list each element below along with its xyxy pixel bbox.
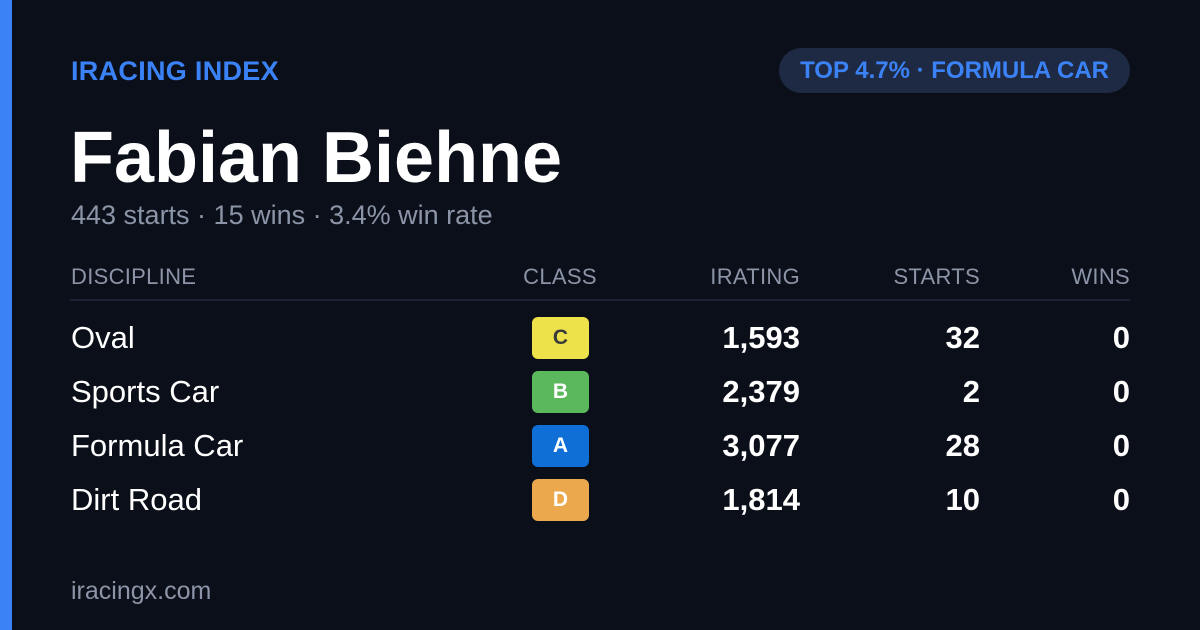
wins-value: 0 <box>1112 374 1130 409</box>
table-row: Formula Car A 3,077 28 0 <box>70 420 1130 474</box>
starts-value: 2 <box>962 374 980 409</box>
table-row: Dirt Road D 1,814 10 0 <box>70 474 1130 528</box>
irating-value: 2,379 <box>722 374 800 409</box>
top-percentile-badge: TOP 4.7% · FORMULA CAR <box>779 48 1130 93</box>
column-header-class: CLASS <box>523 264 597 289</box>
footer-site-link[interactable]: iracingx.com <box>71 577 212 605</box>
driver-name: Fabian Biehne <box>70 118 563 198</box>
discipline-table: Oval C 1,593 32 0 Sports Car B 2,379 2 0… <box>70 312 1130 528</box>
table-header: DISCIPLINE CLASS IRATING STARTS WINS <box>70 262 1130 301</box>
driver-summary: 443 starts · 15 wins · 3.4% win rate <box>71 200 493 230</box>
discipline-name: Dirt Road <box>71 482 202 517</box>
irating-value: 1,814 <box>722 482 800 517</box>
starts-value: 28 <box>945 428 980 463</box>
brand-title: IRACING INDEX <box>71 56 279 86</box>
starts-value: 32 <box>945 320 980 355</box>
wins-value: 0 <box>1112 428 1130 463</box>
table-row: Sports Car B 2,379 2 0 <box>70 366 1130 420</box>
irating-value: 1,593 <box>722 320 800 355</box>
discipline-name: Formula Car <box>71 428 244 463</box>
table-row: Oval C 1,593 32 0 <box>70 312 1130 366</box>
wins-value: 0 <box>1112 320 1130 355</box>
column-header-wins: WINS <box>1071 264 1130 289</box>
column-header-starts: STARTS <box>893 264 980 289</box>
discipline-name: Sports Car <box>71 374 220 409</box>
column-header-irating: IRATING <box>710 264 800 289</box>
wins-value: 0 <box>1112 482 1130 517</box>
column-header-discipline: DISCIPLINE <box>71 264 197 289</box>
license-class-badge: B <box>532 371 589 413</box>
license-class-badge: D <box>532 479 589 521</box>
irating-value: 3,077 <box>722 428 800 463</box>
license-class-badge: A <box>532 425 589 467</box>
discipline-name: Oval <box>71 320 135 355</box>
accent-bar <box>0 0 12 630</box>
license-class-badge: C <box>532 317 589 359</box>
starts-value: 10 <box>945 482 980 517</box>
